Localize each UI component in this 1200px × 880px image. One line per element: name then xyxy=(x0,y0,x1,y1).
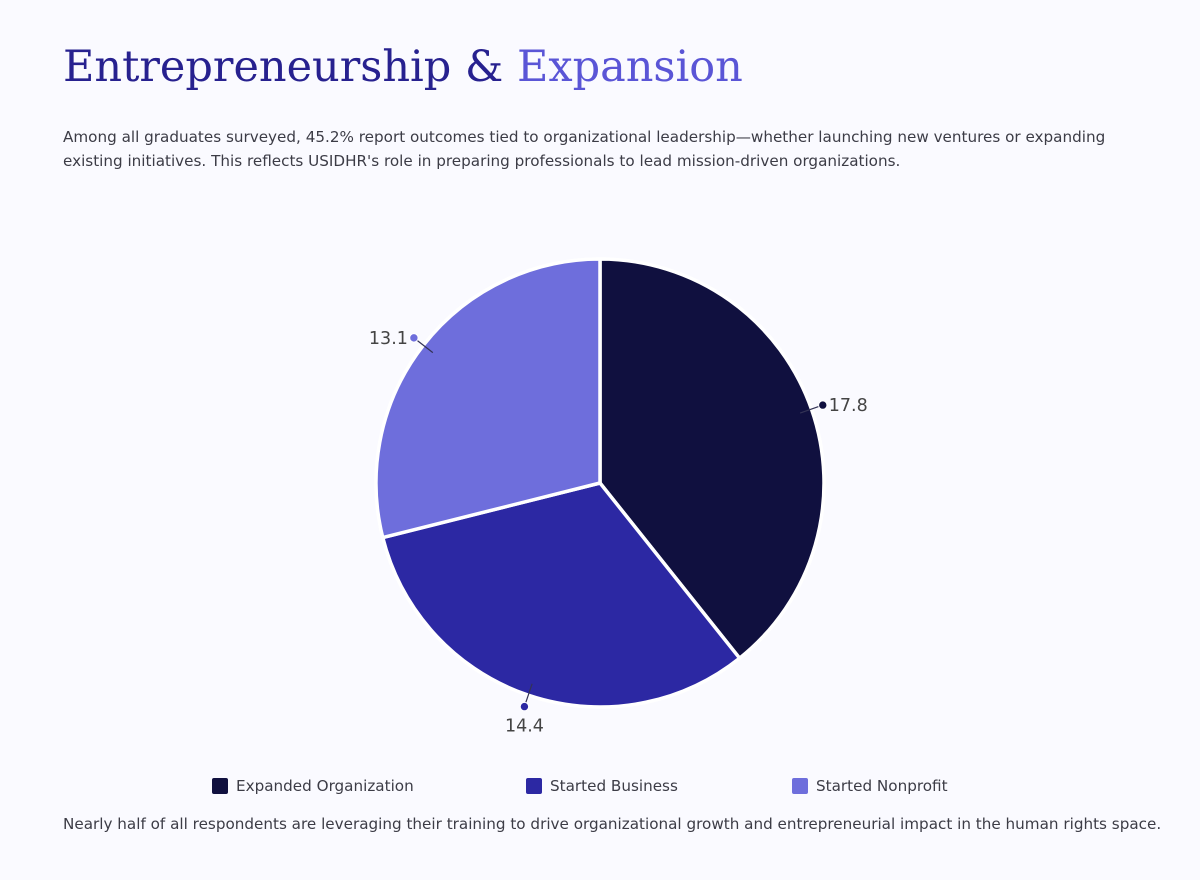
footer-note: Nearly half of all respondents are lever… xyxy=(63,815,1162,833)
page-title: Entrepreneurship & Expansion xyxy=(63,38,743,96)
data-label-expanded-organization: 17.8 xyxy=(829,396,868,416)
legend-item-expanded-organization[interactable]: Expanded Organization xyxy=(212,774,414,798)
legend-swatch-started-business xyxy=(526,778,542,794)
legend-label-started-business: Started Business xyxy=(550,777,678,795)
legend-label-started-nonprofit: Started Nonprofit xyxy=(816,777,948,795)
pie-chart: 17.8 14.4 13.1 xyxy=(369,257,868,737)
data-label-started-nonprofit: 13.1 xyxy=(369,329,408,349)
legend-swatch-expanded-organization xyxy=(212,778,228,794)
legend-item-started-business[interactable]: Started Business xyxy=(526,774,678,798)
data-label-started-business: 14.4 xyxy=(505,717,544,737)
title-part-1: Entrepreneurship & xyxy=(63,42,517,92)
intro-paragraph: Among all graduates surveyed, 45.2% repo… xyxy=(63,128,1106,170)
leader-dot-expanded-organization xyxy=(818,400,828,410)
leader-dot-started-business xyxy=(519,701,530,712)
chart-legend: Expanded Organization Started Business S… xyxy=(0,774,1200,798)
pie-chart-svg: 17.8 14.4 13.1 xyxy=(369,257,868,737)
legend-swatch-started-nonprofit xyxy=(792,778,808,794)
legend-item-started-nonprofit[interactable]: Started Nonprofit xyxy=(792,774,948,798)
legend-label-expanded-organization: Expanded Organization xyxy=(236,777,414,795)
title-part-2: Expansion xyxy=(516,42,743,92)
leader-dot-started-nonprofit xyxy=(409,333,419,343)
